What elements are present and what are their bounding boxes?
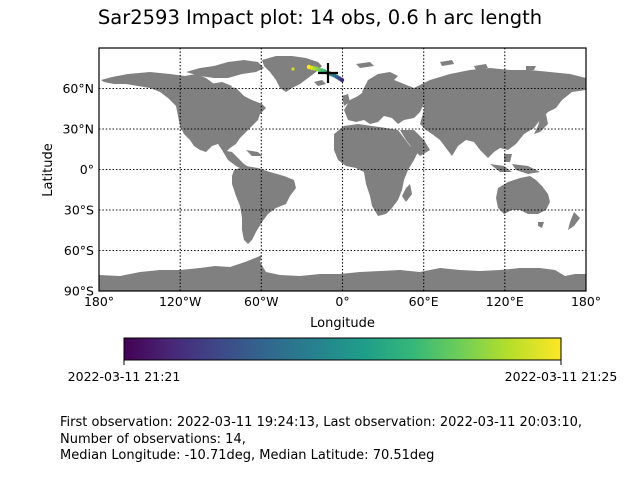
y-tick-30n: 30°N — [62, 122, 94, 137]
y-axis-label: Latitude — [41, 143, 56, 197]
greenland — [262, 56, 322, 92]
x-tick-0: 0° — [335, 294, 349, 309]
colorbar-gradient — [123, 337, 562, 361]
x-axis-label: Longitude — [310, 316, 375, 331]
europe — [344, 78, 424, 124]
y-tick-60s: 60°S — [64, 243, 94, 258]
africa — [334, 124, 418, 216]
australia — [496, 176, 550, 214]
y-tick-60n: 60°N — [62, 81, 94, 96]
antarctica — [99, 255, 586, 291]
y-tick-labels: 60°N 30°N 0° 30°S 60°S 90°S — [62, 81, 94, 299]
isolated-point — [291, 67, 295, 71]
x-tick-60w: 60°W — [244, 294, 279, 309]
x-tick-120w: 120°W — [159, 294, 201, 309]
x-tick-120e: 120°E — [486, 294, 524, 309]
summary-line-count: Number of observations: 14, — [60, 431, 246, 447]
x-tick-180e: 180° — [571, 294, 601, 309]
median-marker-cross-icon — [318, 63, 338, 83]
map-plot-area — [99, 48, 586, 291]
south-america — [232, 166, 296, 244]
y-tick-0: 0° — [80, 162, 94, 177]
summary-line-median: Median Longitude: -10.71deg, Median Lati… — [60, 448, 435, 463]
asia — [414, 68, 586, 158]
summary-line-observations: First observation: 2022-03-11 19:24:13, … — [60, 415, 583, 430]
chart-title: Sar2593 Impact plot: 14 obs, 0.6 h arc l… — [97, 6, 543, 29]
colorbar-min-label: 2022-03-11 21:21 — [68, 369, 181, 384]
gridlines — [99, 48, 586, 291]
x-tick-labels: 180° 120°W 60°W 0° 60°E 120°E 180° — [84, 294, 601, 309]
land-polygons — [99, 56, 586, 291]
observation-summary: First observation: 2022-03-11 19:24:13, … — [60, 415, 582, 465]
y-tick-30s: 30°S — [64, 203, 94, 218]
colorbar: 2022-03-11 21:21 2022-03-11 21:25 — [68, 337, 618, 384]
map-frame — [98, 47, 587, 292]
x-tick-60e: 60°E — [409, 294, 439, 309]
y-tick-90s: 90°S — [64, 284, 94, 299]
colorbar-max-label: 2022-03-11 21:25 — [505, 369, 618, 384]
x-tick-180w: 180° — [84, 294, 114, 309]
